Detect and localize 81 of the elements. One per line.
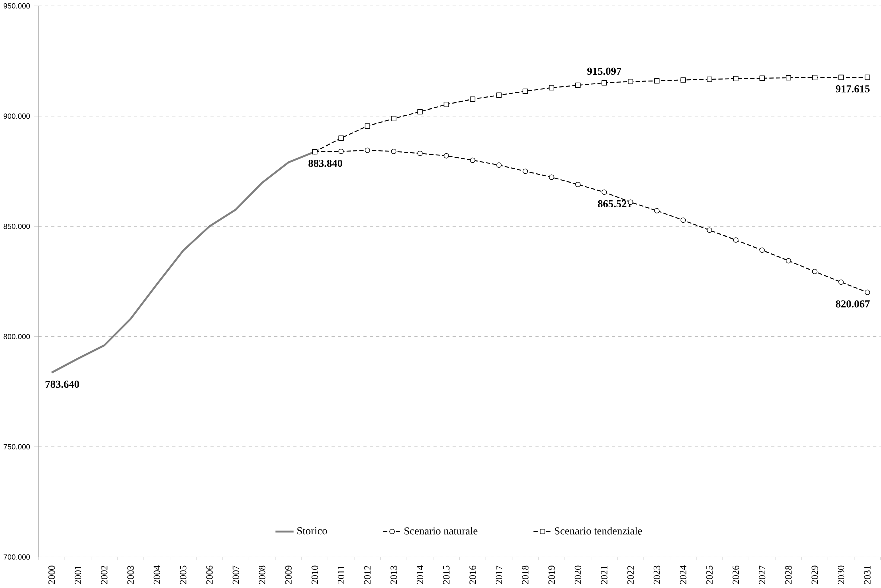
x-tick-label: 2000 (48, 566, 56, 584)
point (418, 150, 423, 156)
x-tick-label: 2012 (364, 566, 371, 584)
legend-label: Scenario naturale (404, 527, 478, 535)
x-tick-label: 2027 (759, 566, 766, 584)
point (418, 109, 423, 115)
point (602, 190, 608, 195)
point (470, 158, 476, 164)
x-tick-label: 2018 (522, 566, 529, 584)
x-tick-label: 2005 (180, 566, 187, 584)
x-tick-label: 2006 (206, 566, 213, 584)
x-tick-label: 2020 (574, 566, 582, 584)
point (786, 75, 792, 81)
point (496, 162, 502, 168)
point (760, 248, 766, 253)
x-tick-label: 2017 (496, 566, 502, 584)
x-tick-label: 2026 (732, 566, 740, 584)
point (549, 85, 555, 91)
x-tick-label: 2029 (812, 566, 818, 584)
x-tick-label: 2019 (548, 566, 556, 584)
x-tick-label: 2001 (74, 566, 82, 584)
legend-label: Storico (298, 527, 328, 534)
x-tick-label: 2008 (259, 566, 266, 584)
point (470, 96, 476, 102)
x-tick-label: 2015 (443, 566, 450, 584)
point (812, 269, 818, 274)
x-tick-label: 2009 (285, 566, 292, 584)
point (496, 92, 502, 98)
point (522, 88, 528, 94)
point (864, 74, 870, 80)
x-tick-label: 2007 (232, 566, 240, 584)
point (338, 136, 344, 141)
x-tick-label: 2031 (864, 566, 871, 584)
point (576, 82, 581, 88)
annotation: 783.640 (46, 380, 80, 388)
x-tick-label: 2028 (785, 566, 792, 584)
point (864, 290, 870, 296)
point (602, 80, 608, 86)
point (522, 168, 528, 174)
x-tick-label: 2025 (706, 566, 713, 584)
x-tick-label: 2016 (470, 566, 476, 584)
x-tick-label: 2014 (417, 566, 424, 584)
point (680, 218, 686, 223)
point (391, 116, 397, 122)
point (338, 148, 344, 154)
x-tick-label: 2003 (128, 566, 134, 584)
x-tick-label: 2013 (390, 566, 398, 584)
point (812, 75, 818, 80)
x-tick-label: 2030 (838, 566, 845, 584)
point (576, 182, 581, 188)
point (786, 258, 792, 264)
annotation: 917.615 (836, 85, 870, 93)
point (364, 148, 370, 154)
x-tick-label: 2023 (654, 566, 660, 584)
point (391, 148, 397, 154)
point (838, 280, 844, 285)
point (444, 102, 450, 108)
x-tick-label: 2004 (154, 566, 160, 584)
point (654, 208, 660, 214)
point (707, 76, 712, 82)
point (733, 238, 739, 243)
annotation: 915.097 (588, 68, 622, 76)
x-tick-label: 2024 (680, 566, 687, 584)
point (760, 76, 766, 82)
point (707, 228, 712, 233)
point (838, 74, 844, 80)
point (680, 77, 686, 83)
point (733, 76, 739, 82)
point (549, 174, 555, 180)
point (444, 153, 450, 159)
annotation: 883.840 (308, 160, 342, 168)
point (654, 78, 660, 84)
x-tick-label: 2021 (601, 566, 608, 584)
point (364, 124, 370, 129)
x-tick-label: 2011 (338, 566, 345, 584)
annotation: 820.067 (836, 300, 870, 308)
x-tick-label: 2010 (312, 566, 318, 584)
x-tick-label: 2022 (628, 566, 634, 584)
legend-label: Scenario tendenziale (555, 527, 642, 535)
point (628, 79, 634, 84)
x-tick-label: 2002 (101, 566, 108, 584)
